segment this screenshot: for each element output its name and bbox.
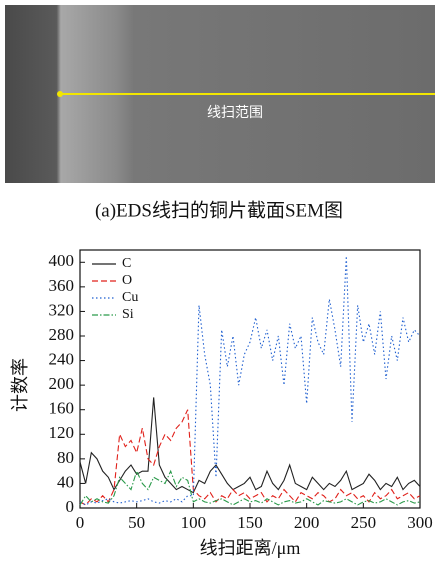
image-label: 线扫范围: [207, 104, 263, 121]
legend-label: Si: [122, 307, 134, 322]
y-axis-label: 计数率: [10, 358, 30, 412]
legend-label: C: [122, 256, 131, 271]
series-line: [79, 469, 421, 506]
x-axis-label: 线扫距离/μm: [200, 538, 301, 558]
x-tick-label: 150: [237, 513, 263, 532]
series-line: [79, 256, 421, 506]
x-tick-label: 200: [294, 513, 320, 532]
y-tick-label: 120: [49, 423, 75, 442]
series-line: [79, 409, 421, 506]
x-tick-label: 0: [76, 513, 85, 532]
series-line: [79, 397, 421, 494]
y-tick-label: 0: [66, 497, 75, 516]
y-tick-label: 80: [57, 448, 74, 467]
y-tick-label: 240: [49, 349, 75, 368]
y-tick-label: 320: [49, 300, 75, 319]
legend-label: Cu: [122, 290, 138, 305]
caption: (a)EDS线扫的铜片截面SEM图: [95, 199, 343, 221]
y-tick-label: 280: [49, 325, 75, 344]
plot-frame: [79, 249, 421, 509]
scan-start: [57, 91, 63, 97]
x-tick-label: 50: [128, 513, 145, 532]
x-tick-label: 300: [407, 513, 433, 532]
y-tick-label: 400: [49, 251, 75, 270]
y-tick-label: 200: [49, 374, 75, 393]
y-tick-label: 40: [57, 472, 74, 491]
x-tick-label: 100: [181, 513, 207, 532]
y-tick-label: 160: [49, 399, 75, 418]
legend-label: O: [122, 273, 132, 288]
y-tick-label: 360: [49, 276, 75, 295]
x-tick-label: 250: [351, 513, 377, 532]
